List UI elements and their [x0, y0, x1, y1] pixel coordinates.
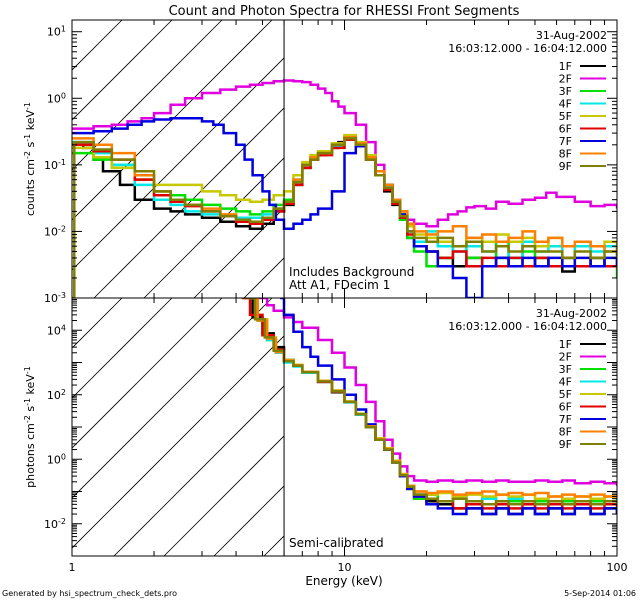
hatch-line [72, 20, 173, 121]
hatch-line [72, 298, 123, 349]
footer-generated-by: Generated by hsi_spectrum_check_dets.pro [2, 589, 177, 598]
series-5f-line [72, 133, 617, 252]
y-axis-label: counts cm-2 s-1 keV-1 [23, 102, 38, 216]
series-2f-line [257, 298, 617, 486]
footer-date: 5-Sep-2014 01:06 [564, 589, 636, 598]
legend-label-6f: 6F [559, 401, 572, 414]
x-tick-label: 1 [69, 561, 76, 574]
legend-label-5f: 5F [559, 110, 572, 123]
series-2f-line [72, 79, 617, 228]
plot-frame [71, 297, 618, 557]
legend-label-9f: 9F [559, 160, 572, 173]
legend-label-9f: 9F [559, 438, 572, 451]
hatch-region [72, 298, 285, 556]
y-tick-label: 10-1 [44, 157, 66, 172]
hatch-line [72, 298, 273, 499]
date-label: 31-Aug-2002 [536, 29, 607, 42]
y-axis-label: photons cm-2 s-1 keV-1 [23, 366, 38, 488]
hatch-line [72, 298, 223, 449]
legend-label-2f: 2F [559, 351, 572, 364]
x-tick-label: 100 [607, 561, 628, 574]
annotation-text: Includes Background [289, 265, 414, 279]
photons-panel: 1 10 100 10-2 100 102 104 photons cm-2 s-1 keV-… [23, 297, 628, 574]
hatch-line [163, 435, 285, 556]
legend-label-4f: 4F [559, 376, 572, 389]
counts-panel: 10-3 10-2 10-1 100 101 counts cm-2 s-1 keV-1 3… [23, 19, 618, 306]
annotation-text: Att A1, FDecim 1 [289, 278, 390, 292]
series-9f-line [244, 298, 617, 506]
hatch-line [294, 20, 572, 298]
x-tick-label: 10 [338, 561, 352, 574]
y-tick-label: 100 [47, 91, 66, 106]
y-tick-label: 104 [47, 323, 66, 338]
hatch-line [243, 257, 285, 298]
legend-label-1f: 1F [559, 60, 572, 73]
y-tick-label: 101 [47, 24, 66, 39]
annotation-text: Semi-calibrated [289, 536, 384, 550]
hatch-line [193, 207, 285, 298]
legend-label-8f: 8F [559, 426, 572, 439]
legend-label-1f: 1F [559, 338, 572, 351]
hatch-line [72, 57, 285, 271]
hatch-line [72, 298, 173, 399]
hatch-line [213, 485, 285, 556]
y-tick-label: 10-2 [44, 516, 66, 531]
hatch-region [72, 20, 572, 298]
legend-label-5f: 5F [559, 388, 572, 401]
y-tick-label: 10-2 [44, 224, 66, 239]
series-7f-line [280, 298, 617, 516]
hatch-line [143, 157, 285, 298]
chart-title: Count and Photon Spectra for RHESSI Fron… [169, 4, 520, 19]
series-9f-line [72, 137, 617, 298]
date-label: 31-Aug-2002 [536, 307, 607, 320]
y-tick-label: 102 [47, 387, 66, 402]
legend-label-2f: 2F [559, 73, 572, 86]
y-tick-label: 10-3 [44, 291, 66, 306]
x-axis-label: Energy (keV) [305, 574, 382, 588]
legend-label-8f: 8F [559, 148, 572, 161]
y-tick-label: 100 [47, 452, 66, 467]
legend-label-6f: 6F [559, 123, 572, 136]
legend-label-3f: 3F [559, 85, 572, 98]
time-range-label: 16:03:12.000 - 16:04:12.000 [448, 42, 607, 55]
hatch-line [72, 335, 285, 549]
legend-label-7f: 7F [559, 135, 572, 148]
legend-label-4f: 4F [559, 98, 572, 111]
series-7f-line [72, 117, 617, 298]
hatch-line [72, 20, 223, 171]
legend-label-7f: 7F [559, 413, 572, 426]
hatch-line [113, 385, 285, 556]
legend-label-3f: 3F [559, 363, 572, 376]
hatch-line [93, 107, 285, 298]
time-range-label: 16:03:12.000 - 16:04:12.000 [448, 320, 607, 333]
